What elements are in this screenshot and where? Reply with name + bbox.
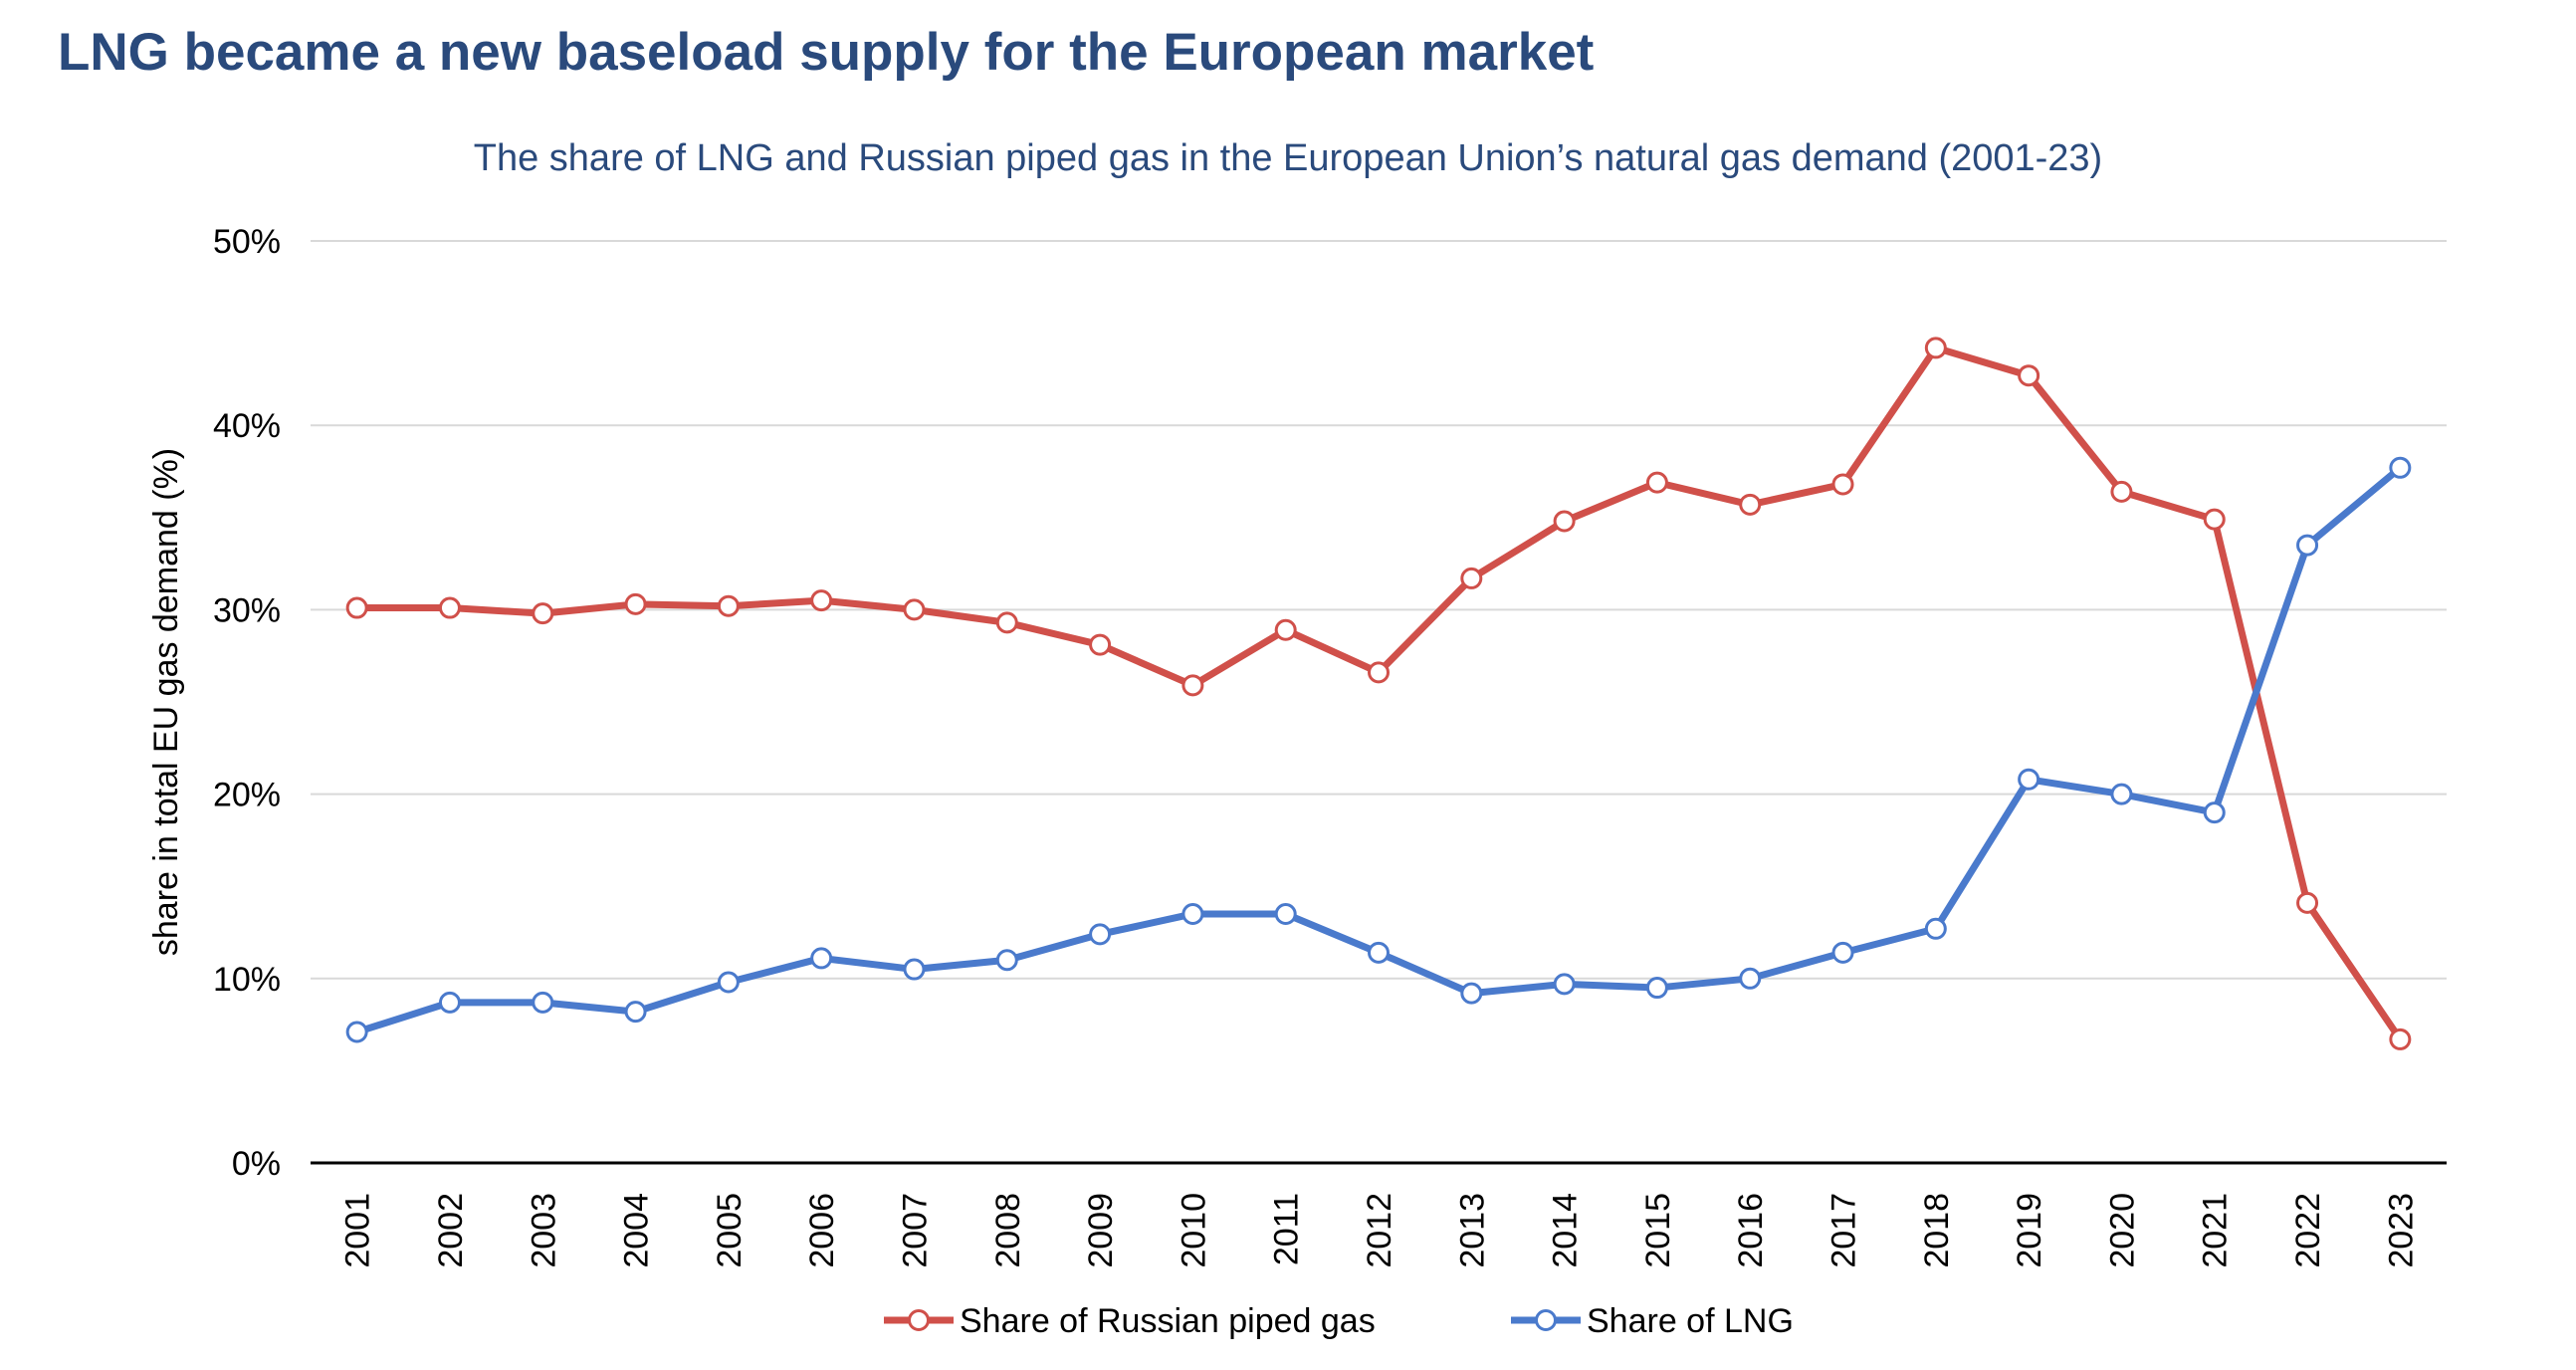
data-point [810,947,833,970]
y-tick-labels: 0% 10% 20% 30% 40% 50% [213,223,281,1183]
y-axis-title: share in total EU gas demand (%) [147,448,185,956]
y-tick-label: 30% [213,591,281,629]
y-tick-label: 20% [213,777,281,814]
data-point [995,949,1018,972]
x-tick-label: 2017 [1825,1193,1863,1268]
legend-label: Share of LNG [1587,1302,1794,1340]
data-point [1739,967,1762,990]
data-point [1831,941,1854,964]
y-tick-label: 0% [232,1145,281,1183]
data-point [624,592,647,615]
gridlines [311,240,2447,980]
data-point [2110,783,2133,805]
x-tick-label: 2004 [618,1193,656,1268]
x-tick-label: 2011 [1268,1193,1306,1265]
series-line [353,343,2404,1043]
x-tick-label: 2010 [1175,1193,1212,1268]
data-point [1089,923,1112,946]
x-tick-label: 2003 [525,1193,562,1268]
x-tick-label: 2006 [803,1193,841,1268]
data-point [2018,768,2040,791]
data-point [438,596,461,619]
data-point [624,1001,647,1024]
x-tick-label: 2009 [1082,1193,1120,1268]
series [345,337,2412,1050]
series-lng [345,456,2412,1043]
x-tick-label: 2016 [1732,1193,1770,1268]
data-point [1924,917,1947,940]
x-tick-label: 2007 [896,1193,934,1268]
data-point [717,971,740,994]
legend-marker [1535,1309,1557,1331]
data-point [1645,471,1668,494]
data-point [1368,661,1390,684]
chart-subtitle: The share of LNG and Russian piped gas i… [473,137,2103,179]
x-tick-label: 2008 [989,1193,1027,1268]
data-point [1739,493,1762,516]
data-point [2203,801,2226,824]
y-axis-title-group: share in total EU gas demand (%) [147,448,185,956]
data-point [1274,618,1297,641]
y-tick-label: 10% [213,961,281,999]
x-tick-label: 2015 [1639,1193,1677,1268]
legend-item: Share of Russian piped gas [884,1302,1376,1340]
series-russian-piped-gas [345,337,2412,1050]
data-point [1553,510,1576,533]
data-point [2296,534,2319,557]
x-tick-label: 2018 [1918,1193,1956,1268]
data-point [2203,508,2226,531]
legend-label: Share of Russian piped gas [960,1302,1376,1340]
data-point [438,991,461,1014]
legend-item: Share of LNG [1511,1302,1794,1340]
x-tick-label: 2005 [711,1193,749,1268]
x-tick-label: 2013 [1453,1193,1491,1268]
data-point [532,602,554,625]
data-point [345,1021,368,1043]
data-point [995,611,1018,634]
data-point [810,589,833,612]
data-point [1181,902,1204,925]
data-point [1553,973,1576,996]
data-point [1924,337,1947,359]
y-tick-label: 40% [213,407,281,445]
x-tick-label: 2019 [2011,1193,2048,1268]
data-point [1274,902,1297,925]
x-tick-label: 2023 [2382,1193,2420,1268]
x-tick-label: 2014 [1547,1193,1585,1268]
data-point [1460,982,1483,1005]
data-point [1089,633,1112,656]
x-tick-label: 2021 [2197,1193,2235,1268]
data-point [903,598,926,621]
x-tick-label: 2002 [432,1193,470,1268]
x-tick-label: 2012 [1361,1193,1398,1268]
y-tick-label: 50% [213,223,281,261]
data-point [2296,891,2319,914]
x-tick-label: 2022 [2289,1193,2327,1268]
data-point [1368,941,1390,964]
data-point [2389,456,2412,479]
data-point [2018,364,2040,387]
data-point [2389,1028,2412,1050]
data-point [903,958,926,981]
data-point [717,594,740,617]
legend-marker [908,1309,930,1331]
data-point [1645,977,1668,1000]
legend: Share of Russian piped gas Share of LNG [884,1302,1794,1340]
data-point [2110,480,2133,503]
chart-title: LNG became a new baseload supply for the… [58,23,1595,82]
x-tick-label: 2020 [2103,1193,2141,1268]
x-tick-labels: 2001 2002 2003 2004 2005 2006 2007 2008 2009 2010… [339,1193,2421,1268]
data-point [1831,473,1854,496]
x-tick-label: 2001 [339,1193,377,1268]
data-point [532,991,554,1014]
data-point [1460,567,1483,589]
data-point [1181,674,1204,697]
data-point [345,596,368,619]
